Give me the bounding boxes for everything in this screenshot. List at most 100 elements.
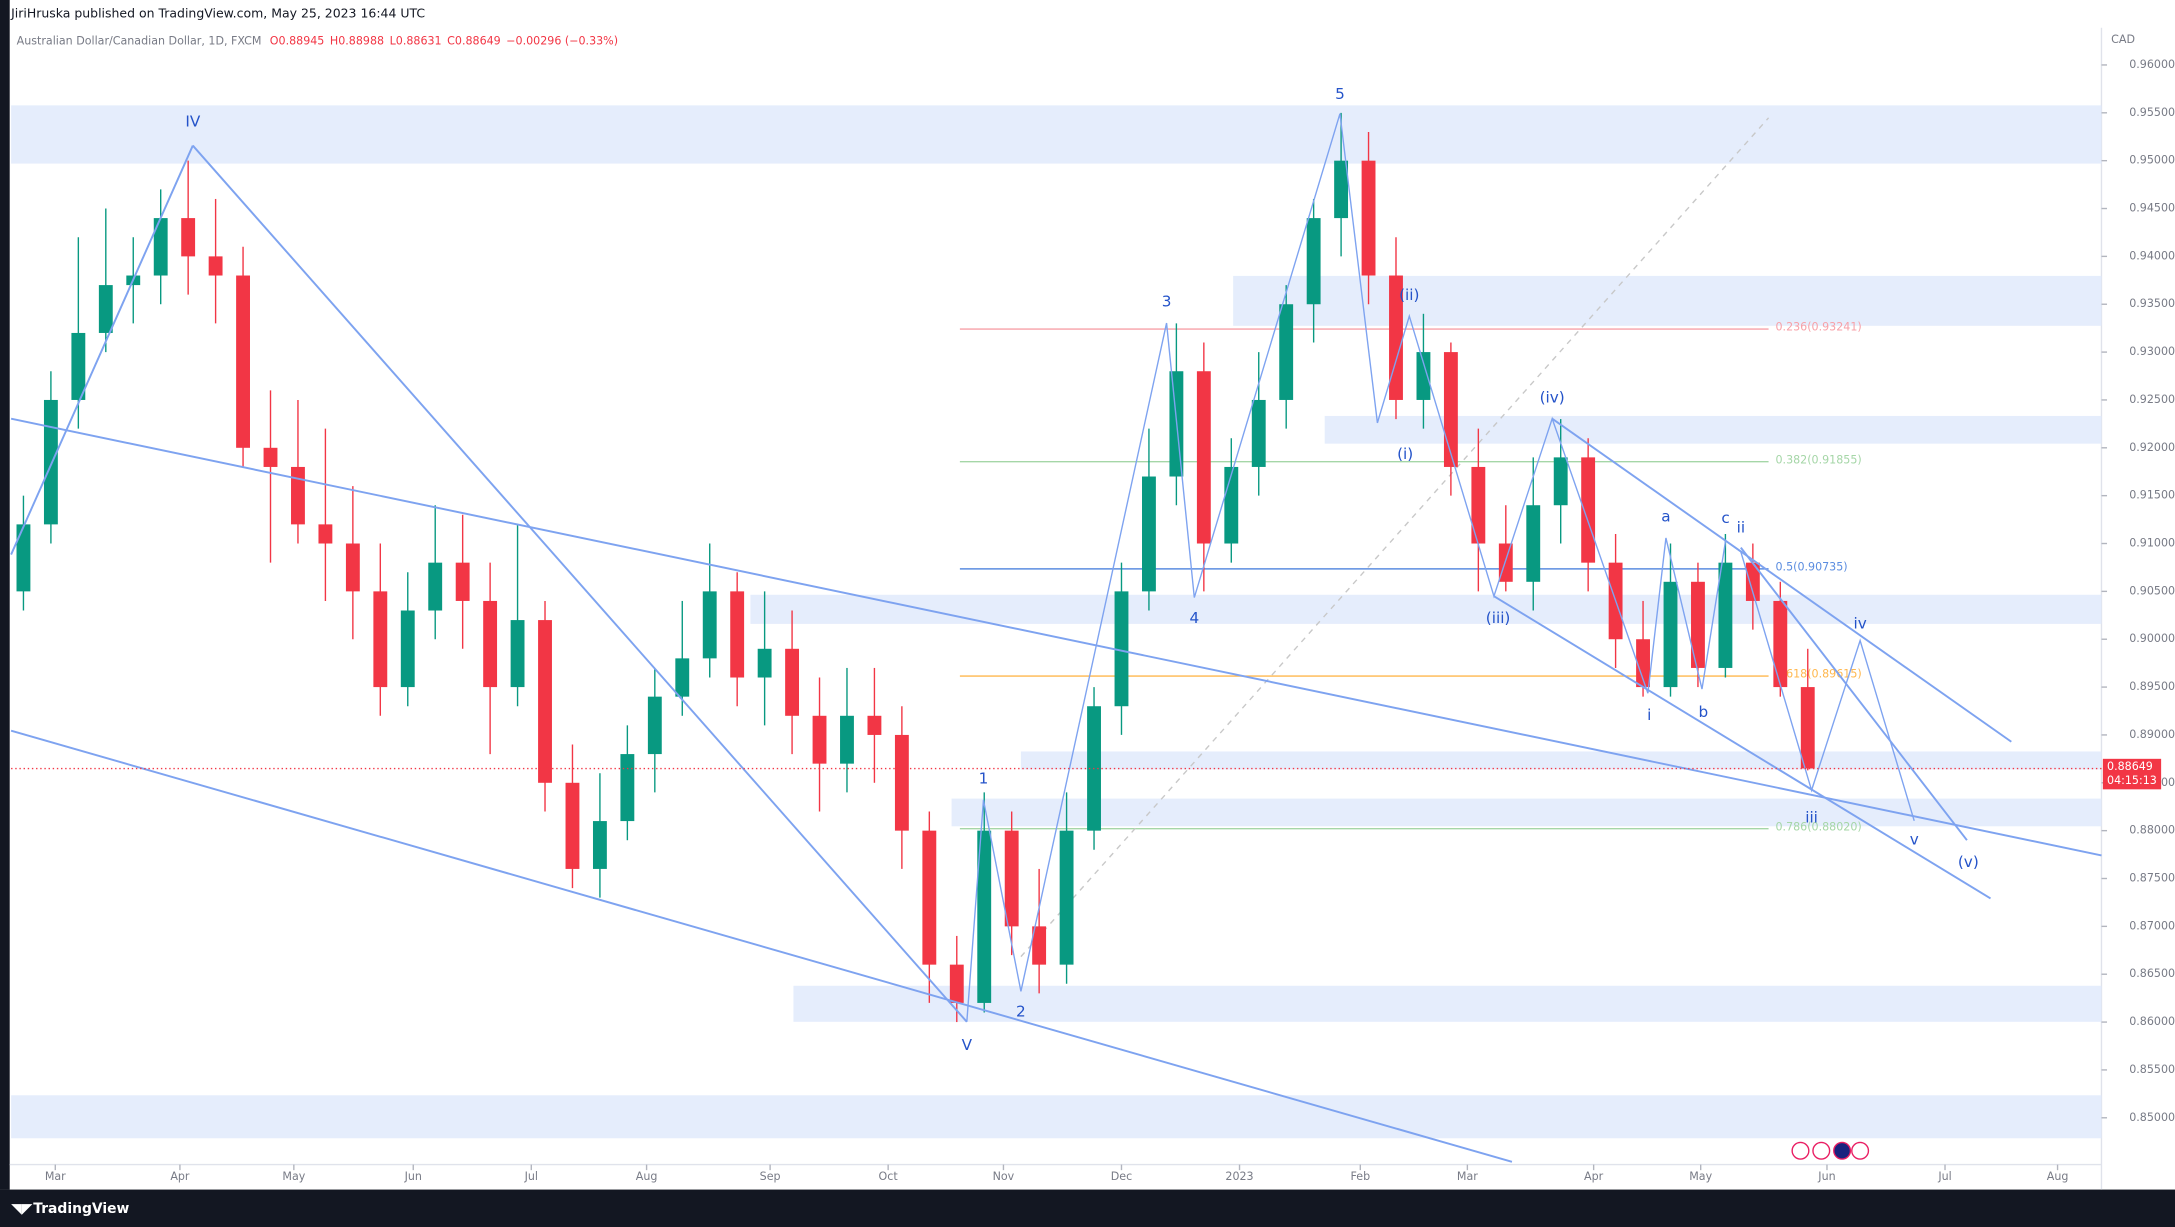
wave-label: b — [1699, 703, 1709, 721]
y-tick-label: 0.89500 — [2129, 680, 2175, 693]
candle-body — [922, 830, 937, 965]
y-tick-label: 0.89000 — [2129, 728, 2175, 741]
zone — [951, 798, 2102, 827]
candle-body — [1032, 926, 1047, 965]
x-tick-label: Aug — [636, 1170, 658, 1183]
x-tick-label: May — [1689, 1170, 1712, 1183]
left-border — [0, 0, 10, 1190]
candle-body — [236, 275, 250, 448]
icon — [1833, 1141, 1852, 1160]
published-line: JiriHruska published on TradingView.com,… — [10, 5, 425, 20]
wave-label: (iv) — [1540, 388, 1565, 406]
countdown: 04:15:13 — [2107, 774, 2157, 787]
candle-body — [263, 447, 278, 467]
icon — [1791, 1141, 1810, 1160]
zone — [11, 1095, 2102, 1139]
candle-body — [1745, 562, 1760, 601]
trend-line — [192, 144, 968, 1023]
candle-body — [1581, 457, 1596, 563]
candle-body — [1416, 352, 1431, 400]
candle-body — [181, 218, 196, 257]
wave-label: (iii) — [1486, 609, 1511, 627]
y-tick-label: 0.95000 — [2129, 154, 2175, 167]
candle-body — [730, 591, 745, 678]
last-price-label: 0.88649 — [2107, 760, 2153, 773]
candle-body — [98, 285, 113, 333]
candle-body — [1471, 466, 1486, 544]
candle-body — [1114, 591, 1129, 707]
candle-body — [757, 648, 772, 678]
candle-body — [373, 591, 388, 688]
fib-label: 0.5(0.90735) — [1776, 560, 1848, 573]
y-tick-label: 0.91000 — [2129, 537, 2175, 550]
x-tick-label: Nov — [993, 1170, 1015, 1183]
y-tick-label: 0.85500 — [2129, 1063, 2175, 1076]
candle-body — [1306, 218, 1321, 305]
candle-body — [1196, 371, 1211, 544]
trend-line — [10, 417, 2102, 857]
toolbar-icons — [1791, 1141, 1870, 1160]
candle-body — [1004, 830, 1019, 927]
x-tick-label: Apr — [170, 1170, 190, 1183]
wave-label: c — [1721, 509, 1729, 527]
candle-body — [812, 715, 827, 764]
trend-line — [1551, 417, 2012, 743]
wave-label: ii — [1737, 519, 1745, 537]
candle-body — [428, 562, 443, 611]
wave-label: (ii) — [1399, 286, 1419, 304]
fib-trend — [1020, 117, 1770, 958]
x-tick-label: Jul — [1937, 1170, 1951, 1183]
y-tick-label: 0.87000 — [2129, 919, 2175, 932]
wave-label: IV — [185, 113, 201, 131]
candle-body — [785, 648, 800, 716]
zone — [1020, 751, 2102, 770]
y-tick-label: 0.86500 — [2129, 967, 2175, 980]
candle-body — [1334, 160, 1349, 219]
candle-body — [1059, 830, 1074, 965]
zone — [1233, 275, 2102, 326]
wave-label: 2 — [1016, 1003, 1026, 1021]
candle-body — [1718, 562, 1733, 668]
candle-body — [592, 821, 607, 869]
candle-body — [71, 332, 86, 400]
wave-label: 3 — [1162, 293, 1172, 311]
currency-label: CAD — [2111, 33, 2135, 46]
candle-body — [318, 524, 333, 544]
trend-line — [10, 145, 194, 555]
y-tick-label: 0.93000 — [2129, 345, 2175, 358]
y-tick-label: 0.94500 — [2129, 202, 2175, 215]
candle-body — [647, 696, 662, 755]
y-tick-label: 0.90500 — [2129, 584, 2175, 597]
wave-label: i — [1647, 706, 1651, 724]
candle-body — [1224, 466, 1239, 544]
ohlc-value: O0.88945 — [270, 35, 325, 48]
x-tick-label: Jun — [1817, 1170, 1835, 1183]
footer-bar — [0, 1189, 2175, 1227]
x-tick-label: Jul — [524, 1170, 538, 1183]
candle-body — [949, 964, 964, 1003]
wave-label: 5 — [1335, 85, 1345, 103]
candle-body — [345, 543, 360, 592]
y-tick-label: 0.85000 — [2129, 1111, 2175, 1124]
candle-body — [1691, 581, 1705, 668]
x-tick-label: Feb — [1350, 1170, 1370, 1183]
zone — [11, 105, 2102, 164]
wave-label: iv — [1853, 614, 1866, 632]
footer-brand: TradingView — [33, 1201, 129, 1217]
ohlc-value: C0.88649 — [447, 35, 501, 48]
ohlc-value: H0.88988 — [330, 35, 384, 48]
candle-body — [400, 610, 415, 688]
y-tick-label: 0.87500 — [2129, 872, 2175, 885]
candle-body — [840, 715, 854, 764]
x-tick-label: Mar — [1457, 1170, 1478, 1183]
candle-body — [1663, 581, 1678, 688]
candle-body — [153, 218, 168, 276]
candle-body — [16, 524, 31, 592]
wave-label: 1 — [979, 770, 989, 788]
x-tick-label: 2023 — [1225, 1170, 1253, 1183]
ohlc-value: L0.88631 — [390, 35, 442, 48]
y-tick-label: 0.86000 — [2129, 1015, 2175, 1028]
candle-body — [894, 734, 909, 831]
candle-body — [675, 658, 690, 697]
zone — [750, 594, 2102, 624]
